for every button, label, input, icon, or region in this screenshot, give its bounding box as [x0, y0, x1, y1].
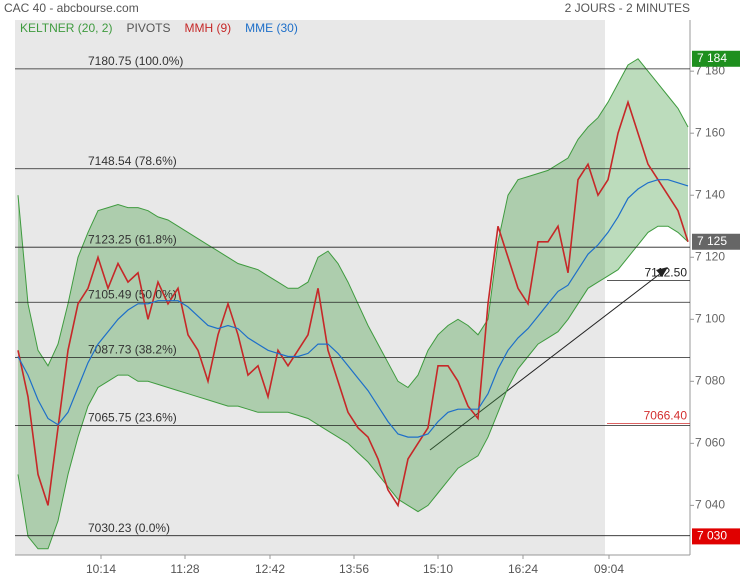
legend-entry: MME (30)	[245, 21, 298, 35]
x-tick-label: 12:42	[255, 562, 285, 576]
price-tag-label: 7 125	[697, 234, 727, 248]
y-tick-label: 7 040	[695, 498, 725, 512]
x-tick-label: 16:24	[508, 562, 538, 576]
price-tag	[692, 233, 740, 250]
pivot-label: 7065.75 (23.6%)	[88, 411, 177, 425]
chart-subtitle: 2 JOURS - 2 MINUTES	[565, 1, 690, 15]
annotation-label: 7112.50	[645, 266, 688, 280]
legend-entry: PIVOTS	[126, 21, 170, 35]
trend-arrow-head	[656, 267, 668, 277]
trend-arrow	[429, 269, 666, 451]
chart-title: CAC 40 - abcbourse.com	[4, 1, 139, 15]
series-line	[17, 99, 689, 508]
pivot-label: 7148.54 (78.6%)	[88, 154, 177, 168]
x-tick-label: 15:10	[423, 562, 453, 576]
legend-entry: KELTNER (20, 2)	[20, 21, 112, 35]
price-tag-label: 7 030	[697, 529, 727, 543]
y-tick-label: 7 160	[695, 125, 725, 139]
y-tick-label: 7 120	[695, 249, 725, 263]
y-tick-label: 7 140	[695, 187, 725, 201]
series-line	[17, 179, 689, 438]
pivot-label: 7087.73 (38.2%)	[88, 343, 177, 357]
pivot-label: 7030.23 (0.0%)	[88, 521, 170, 535]
x-tick-label: 10:14	[86, 562, 116, 576]
keltner-lower	[17, 225, 689, 550]
annotation-label: 7066.40	[644, 409, 688, 423]
y-tick-label: 7 060	[695, 436, 725, 450]
keltner-upper	[17, 58, 689, 389]
pivot-label: 7123.25 (61.8%)	[88, 232, 177, 246]
legend-entry: MMH (9)	[185, 21, 232, 35]
price-tag	[692, 528, 740, 545]
previous-session-shade	[15, 20, 605, 555]
price-tag	[692, 50, 740, 67]
keltner-fill	[18, 58, 688, 549]
price-tag-label: 7 184	[697, 51, 727, 65]
x-tick-label: 13:56	[339, 562, 369, 576]
x-tick-label: 11:28	[170, 562, 199, 576]
y-tick-label: 7 100	[695, 311, 725, 325]
y-tick-label: 7 080	[695, 373, 725, 387]
x-tick-label: 09:04	[594, 562, 624, 576]
y-tick-label: 7 180	[695, 63, 725, 77]
pivot-label: 7180.75 (100.0%)	[88, 54, 183, 68]
